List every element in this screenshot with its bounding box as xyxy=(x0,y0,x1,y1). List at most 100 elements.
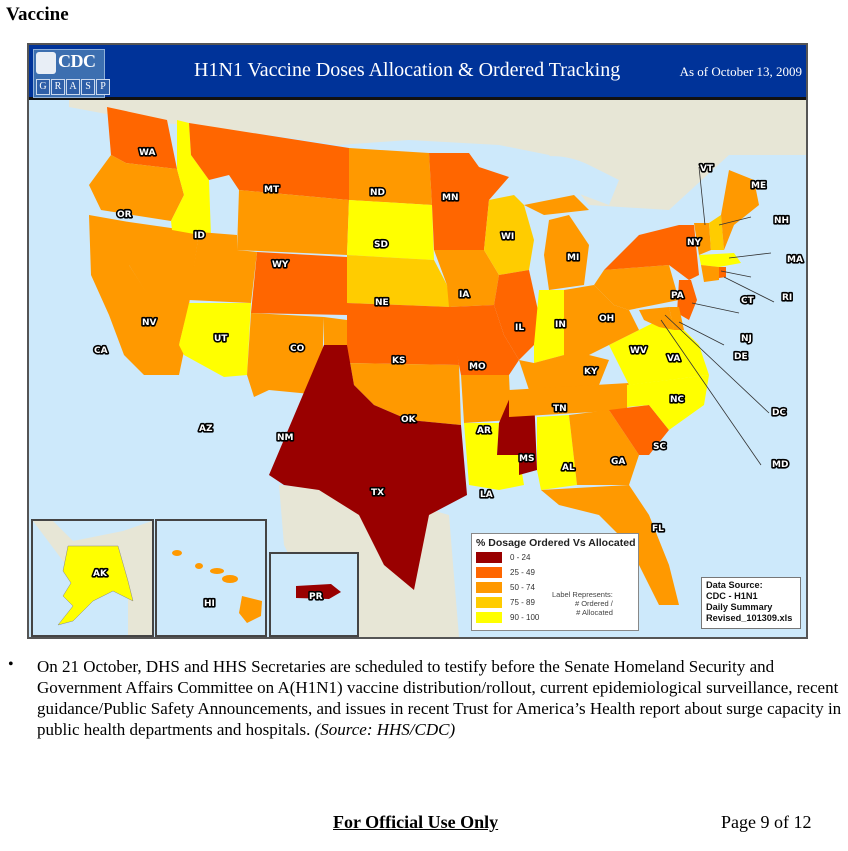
data-source-line: Daily Summary xyxy=(706,602,773,612)
state-UT xyxy=(189,232,257,303)
legend-title: % Dosage Ordered Vs Allocated xyxy=(476,537,636,549)
svg-text:IN: IN xyxy=(555,320,566,330)
svg-text:UT: UT xyxy=(214,334,228,344)
svg-text:IL: IL xyxy=(515,323,524,333)
leader-lines xyxy=(660,166,775,466)
data-source-line: Revised_101309.xls xyxy=(706,613,793,623)
classification-marking: For Official Use Only xyxy=(333,812,499,832)
map-date: As of October 13, 2009 xyxy=(679,64,802,79)
svg-text:ME: ME xyxy=(751,181,766,191)
state-FL xyxy=(541,485,679,605)
state-MA xyxy=(699,253,741,267)
svg-text:KY: KY xyxy=(584,367,598,377)
section-title: Vaccine xyxy=(6,4,69,25)
canada-land xyxy=(69,100,806,210)
legend-range: 75 - 89 xyxy=(510,598,535,607)
state-CT xyxy=(701,265,719,282)
inset-alaska: AK xyxy=(31,519,154,637)
state-AK xyxy=(57,545,134,626)
svg-text:NH: NH xyxy=(774,216,789,226)
svg-text:MA: MA xyxy=(787,255,803,265)
data-source-box: Data Source: CDC - H1N1 Daily Summary Re… xyxy=(701,577,801,629)
body-paragraph: On 21 October, DHS and HHS Secretaries a… xyxy=(37,656,847,740)
state-NM xyxy=(247,313,324,397)
svg-text:TX: TX xyxy=(371,488,384,498)
cdc-grasp-logo: CDC G R A S P xyxy=(33,49,110,98)
svg-text:WI: WI xyxy=(501,232,514,242)
state-MN xyxy=(429,153,509,250)
state-MO xyxy=(449,305,519,375)
svg-text:AL: AL xyxy=(562,463,575,473)
legend-range: 25 - 49 xyxy=(510,568,535,577)
paragraph-text: On 21 October, DHS and HHS Secretaries a… xyxy=(37,657,842,739)
state-WV xyxy=(594,305,639,345)
state-MD xyxy=(639,307,674,330)
legend-range: 90 - 100 xyxy=(510,613,540,622)
svg-text:NV: NV xyxy=(142,318,157,328)
state-NV xyxy=(129,222,199,345)
svg-text:NC: NC xyxy=(670,395,685,405)
state-TX xyxy=(269,345,467,590)
legend-item: 25 - 49 xyxy=(476,567,535,578)
svg-text:VA: VA xyxy=(667,354,680,364)
svg-text:AZ: AZ xyxy=(199,424,213,434)
svg-text:OK: OK xyxy=(401,415,417,425)
legend-item: 75 - 89 xyxy=(476,597,535,608)
svg-text:WY: WY xyxy=(272,260,289,270)
svg-text:CO: CO xyxy=(290,344,305,354)
inset-puerto-rico: PR xyxy=(269,552,359,637)
map-header: CDC G R A S P H1N1 Vaccine Doses Allocat… xyxy=(29,45,806,100)
bullet-marker: • xyxy=(8,656,14,673)
svg-text:MT: MT xyxy=(264,185,280,195)
state-PA xyxy=(594,265,679,310)
lake-superior xyxy=(499,156,619,205)
svg-text:VT: VT xyxy=(700,164,714,174)
svg-text:FL: FL xyxy=(652,524,664,534)
data-source-line: Data Source: xyxy=(706,580,763,590)
svg-text:MI: MI xyxy=(567,253,579,263)
state-AZ xyxy=(179,303,251,377)
svg-text:GA: GA xyxy=(611,457,625,467)
svg-text:PA: PA xyxy=(671,291,684,301)
data-source-line: CDC - H1N1 xyxy=(706,591,758,601)
svg-text:CA: CA xyxy=(94,346,108,356)
svg-text:RI: RI xyxy=(782,293,792,303)
svg-text:HI: HI xyxy=(204,599,215,609)
state-MT xyxy=(189,123,349,200)
svg-text:MD: MD xyxy=(772,460,788,470)
state-SC xyxy=(609,405,669,455)
state-SD xyxy=(347,200,434,260)
state-CO xyxy=(251,252,347,315)
state-ID xyxy=(171,120,211,237)
svg-text:OH: OH xyxy=(599,314,614,324)
legend-swatch xyxy=(476,582,502,593)
svg-text:ND: ND xyxy=(370,188,385,198)
grasp-letter: G xyxy=(36,79,50,95)
state-OR xyxy=(89,155,184,221)
state-labels: WA OR CA NV ID MT WY UT AZ CO NM ND SD N… xyxy=(92,146,804,535)
state-IL xyxy=(494,270,539,360)
page-number: Page 9 of 12 xyxy=(721,812,812,832)
legend-item: 0 - 24 xyxy=(476,552,530,563)
svg-text:NM: NM xyxy=(277,433,294,443)
lake-michigan xyxy=(534,220,541,285)
state-HI xyxy=(239,596,262,623)
state-NE xyxy=(347,255,451,307)
h1n1-vaccine-map: WA OR CA NV ID MT WY UT AZ CO NM ND SD N… xyxy=(27,43,808,639)
grasp-letter: S xyxy=(81,79,95,95)
hhs-eagle-icon xyxy=(36,52,56,74)
svg-text:WA: WA xyxy=(139,148,156,158)
svg-text:SD: SD xyxy=(374,240,388,250)
state-ME xyxy=(721,170,759,250)
svg-text:OR: OR xyxy=(117,210,132,220)
state-CA xyxy=(89,215,184,375)
state-TN xyxy=(509,383,629,417)
state-NJ xyxy=(677,280,697,320)
state-MI-upper xyxy=(524,195,589,215)
grasp-logo: G R A S P xyxy=(36,79,110,95)
legend-note: Label Represents: # Ordered / # Allocate… xyxy=(552,590,613,617)
legend-item: 50 - 74 xyxy=(476,582,535,593)
state-NC xyxy=(627,375,709,430)
state-AR xyxy=(461,375,511,423)
state-IN xyxy=(534,290,564,363)
